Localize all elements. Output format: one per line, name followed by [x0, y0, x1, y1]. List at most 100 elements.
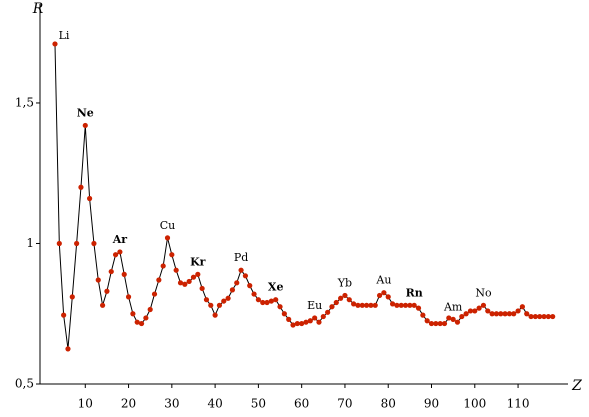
data-point [342, 292, 348, 299]
y-tick-label: 1,5 [15, 95, 34, 109]
data-point [325, 309, 331, 315]
data-point [545, 313, 551, 320]
x-tick-label: 20 [121, 397, 136, 411]
data-point [480, 302, 487, 308]
data-point [61, 312, 67, 318]
data-point [203, 297, 210, 303]
y-axis-label: R [32, 1, 44, 17]
annotation: Kr [190, 255, 206, 268]
data-point [368, 302, 374, 308]
data-point [56, 240, 62, 247]
data-point [454, 319, 461, 325]
data-point [532, 313, 538, 320]
data-point [476, 305, 482, 311]
y-tick-label: 0,5 [15, 377, 34, 391]
data-point [437, 320, 443, 327]
data-point [242, 273, 249, 279]
data-point [307, 318, 313, 324]
data-point [402, 302, 409, 308]
data-point [424, 318, 430, 324]
data-point [541, 313, 547, 320]
data-point [268, 298, 274, 304]
data-point [338, 295, 344, 301]
data-point [78, 184, 84, 190]
data-point [515, 308, 521, 314]
data-point [273, 297, 279, 303]
data-point [121, 271, 127, 277]
data-point [69, 294, 75, 300]
data-point [433, 320, 439, 327]
data-point [143, 315, 149, 321]
x-tick-label: 50 [251, 397, 266, 411]
data-point [130, 311, 136, 317]
data-point [65, 346, 71, 352]
annotation: Au [375, 274, 391, 287]
data-point [441, 320, 448, 327]
data-point [151, 291, 158, 297]
data-point [208, 302, 214, 308]
data-point [238, 267, 244, 273]
data-point [524, 311, 530, 317]
data-point [95, 277, 101, 283]
data-point [355, 302, 361, 308]
data-point [125, 294, 132, 300]
annotation: Rn [406, 286, 423, 299]
data-point [446, 315, 452, 321]
data-point [351, 301, 357, 307]
x-tick-label: 90 [424, 397, 439, 411]
x-tick-label: 40 [207, 397, 222, 411]
data-point [177, 280, 184, 286]
x-tick-label: 60 [294, 397, 309, 411]
data-point [147, 306, 153, 313]
data-point [502, 311, 508, 317]
data-point [420, 312, 426, 318]
x-tick-label: 100 [463, 397, 486, 411]
annotation: Xe [268, 281, 284, 294]
data-line [54, 43, 553, 349]
annotation: Cu [160, 219, 176, 232]
data-point [251, 291, 257, 297]
data-point [537, 313, 543, 320]
x-axis-label: Z [571, 378, 582, 394]
data-point [493, 311, 500, 317]
x-tick-label: 70 [337, 397, 352, 411]
data-point [87, 195, 93, 202]
data-point [472, 308, 478, 314]
data-point [234, 280, 240, 286]
data-point [195, 271, 201, 277]
data-point [407, 302, 413, 308]
data-point [190, 274, 197, 280]
data-point [117, 249, 123, 255]
data-point [294, 320, 300, 327]
data-point [415, 305, 422, 311]
data-point [498, 311, 504, 317]
data-point [303, 319, 309, 325]
data-point [394, 302, 400, 308]
data-point [199, 285, 205, 292]
data-point [281, 311, 287, 317]
annotation: No [475, 286, 492, 299]
data-point [511, 311, 517, 317]
annotation: Li [59, 29, 70, 42]
data-point [363, 302, 370, 308]
annotation: Yb [337, 276, 352, 289]
x-tick-label: 110 [507, 397, 530, 411]
x-tick-label: 10 [78, 397, 93, 411]
data-point [134, 319, 140, 325]
data-point [528, 313, 534, 320]
data-point [173, 267, 179, 273]
data-point [299, 320, 305, 327]
data-point [277, 304, 283, 310]
x-tick-label: 30 [164, 397, 179, 411]
data-point [376, 292, 383, 299]
data-point [312, 315, 318, 321]
data-point [74, 240, 80, 247]
data-point [216, 302, 223, 308]
annotation: Ne [77, 106, 94, 119]
data-point [463, 311, 469, 317]
data-point [91, 240, 97, 247]
data-point [550, 313, 556, 320]
data-point [489, 311, 495, 317]
data-point [82, 122, 88, 129]
